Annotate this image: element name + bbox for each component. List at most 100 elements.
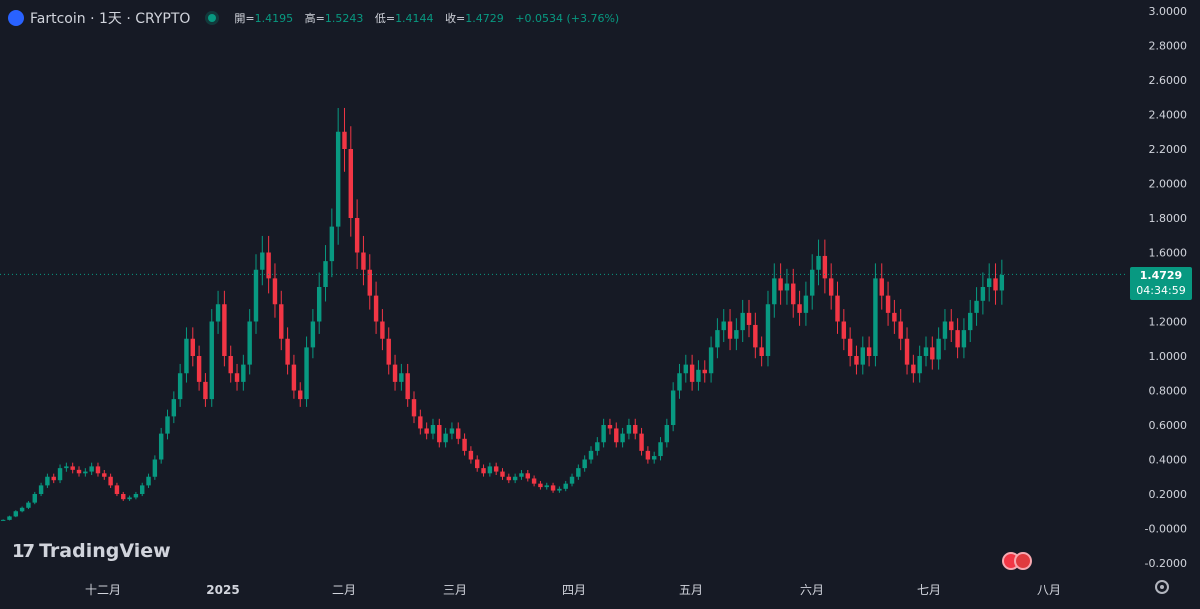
y-tick-label: 1.2000 bbox=[1149, 316, 1188, 329]
candle-body bbox=[544, 485, 549, 488]
candle-body bbox=[449, 428, 455, 434]
candle-body bbox=[930, 347, 935, 360]
open-value: 1.4195 bbox=[254, 12, 294, 25]
candle-body bbox=[70, 466, 75, 470]
candle-body bbox=[298, 390, 303, 400]
candle-body bbox=[639, 433, 644, 451]
candle-body bbox=[392, 364, 398, 382]
candle-body bbox=[778, 278, 783, 291]
candle-body bbox=[633, 425, 638, 434]
candle-body bbox=[234, 373, 240, 382]
candle-body bbox=[102, 473, 107, 477]
candle-body bbox=[677, 373, 682, 391]
candle-body bbox=[892, 312, 897, 322]
y-tick-label: 1.0000 bbox=[1149, 350, 1188, 363]
candle-body bbox=[816, 255, 821, 270]
candle-body bbox=[209, 321, 214, 400]
candle-body bbox=[734, 330, 739, 339]
candle-body bbox=[361, 252, 366, 270]
candle-body bbox=[13, 511, 19, 517]
candle-body bbox=[696, 369, 701, 382]
candle-body bbox=[152, 459, 158, 477]
candle-body bbox=[373, 295, 379, 322]
candle-body bbox=[32, 494, 37, 503]
candle-body bbox=[822, 255, 828, 279]
settings-gear-icon[interactable] bbox=[1155, 580, 1169, 594]
candle-body bbox=[253, 269, 259, 322]
candle-body bbox=[57, 468, 63, 481]
candle-body bbox=[127, 497, 132, 500]
candle-body bbox=[601, 425, 606, 443]
candle-body bbox=[765, 304, 771, 356]
candle-body bbox=[456, 428, 461, 439]
candle-body bbox=[190, 338, 195, 356]
candle-body bbox=[949, 321, 954, 331]
candle-body bbox=[475, 459, 480, 469]
candle-body bbox=[158, 433, 164, 460]
candle-body bbox=[481, 468, 486, 474]
x-tick-label: 十二月 bbox=[85, 583, 121, 597]
candle-body bbox=[866, 347, 872, 356]
candle-body bbox=[196, 356, 202, 382]
candle-body bbox=[885, 295, 891, 313]
candle-body bbox=[715, 330, 720, 348]
candle-body bbox=[354, 218, 360, 253]
candle-body bbox=[873, 278, 878, 356]
candle-body bbox=[140, 485, 145, 494]
candle-body bbox=[95, 466, 101, 474]
candle-body bbox=[241, 364, 246, 382]
candle-body bbox=[968, 312, 973, 331]
candle-body bbox=[854, 356, 859, 365]
candle-body bbox=[746, 312, 752, 325]
tradingview-logo-icon: 17 bbox=[12, 540, 35, 562]
candle-body bbox=[531, 478, 537, 484]
candle-body bbox=[51, 476, 56, 481]
candle-body bbox=[658, 442, 663, 457]
candle-body bbox=[76, 469, 82, 474]
last-price-label: 1.4729 04:34:59 bbox=[1130, 267, 1192, 300]
candle-body bbox=[557, 488, 562, 491]
x-tick-label: 2025 bbox=[206, 583, 239, 597]
candle-body bbox=[582, 459, 587, 469]
candle-body bbox=[898, 321, 903, 339]
candle-body bbox=[316, 287, 322, 322]
candle-body bbox=[727, 321, 733, 339]
candle-body bbox=[828, 278, 834, 296]
candle-body bbox=[260, 252, 265, 270]
symbol-title[interactable]: Fartcoin · 1天 · CRYPTO bbox=[30, 11, 191, 27]
legend-header: Fartcoin · 1天 · CRYPTO 開=1.4195 高=1.5243… bbox=[8, 8, 619, 28]
candle-body bbox=[443, 433, 448, 443]
candle-body bbox=[588, 450, 594, 460]
candle-body bbox=[595, 442, 600, 451]
candle-body bbox=[108, 476, 113, 486]
candle-body bbox=[664, 425, 670, 443]
us-flag-event-icon-2[interactable] bbox=[1014, 552, 1032, 570]
candle-body bbox=[222, 304, 227, 356]
change-value: +0.0534 (+3.76%) bbox=[515, 12, 620, 25]
candle-body bbox=[279, 304, 284, 339]
y-tick-label: -0.2000 bbox=[1145, 557, 1187, 570]
candle-body bbox=[860, 347, 865, 365]
candle-body bbox=[348, 149, 354, 218]
candle-body bbox=[879, 278, 884, 296]
candle-body bbox=[19, 507, 25, 512]
candle-body bbox=[89, 466, 94, 472]
candle-body bbox=[904, 338, 910, 365]
candle-body bbox=[310, 321, 316, 348]
candle-body bbox=[791, 283, 796, 305]
candle-body bbox=[519, 473, 524, 477]
candle-body bbox=[171, 399, 177, 417]
tradingview-watermark[interactable]: 17 TradingView bbox=[12, 540, 171, 562]
candle-body bbox=[525, 473, 530, 479]
candle-body bbox=[121, 494, 126, 500]
candle-body bbox=[626, 425, 632, 434]
y-tick-label: 0.6000 bbox=[1149, 419, 1188, 432]
candle-body bbox=[772, 278, 777, 305]
close-label: 收= bbox=[445, 12, 466, 25]
candle-body bbox=[133, 494, 139, 498]
candle-body bbox=[342, 131, 347, 149]
candle-body bbox=[386, 338, 391, 365]
candle-body bbox=[83, 471, 88, 474]
